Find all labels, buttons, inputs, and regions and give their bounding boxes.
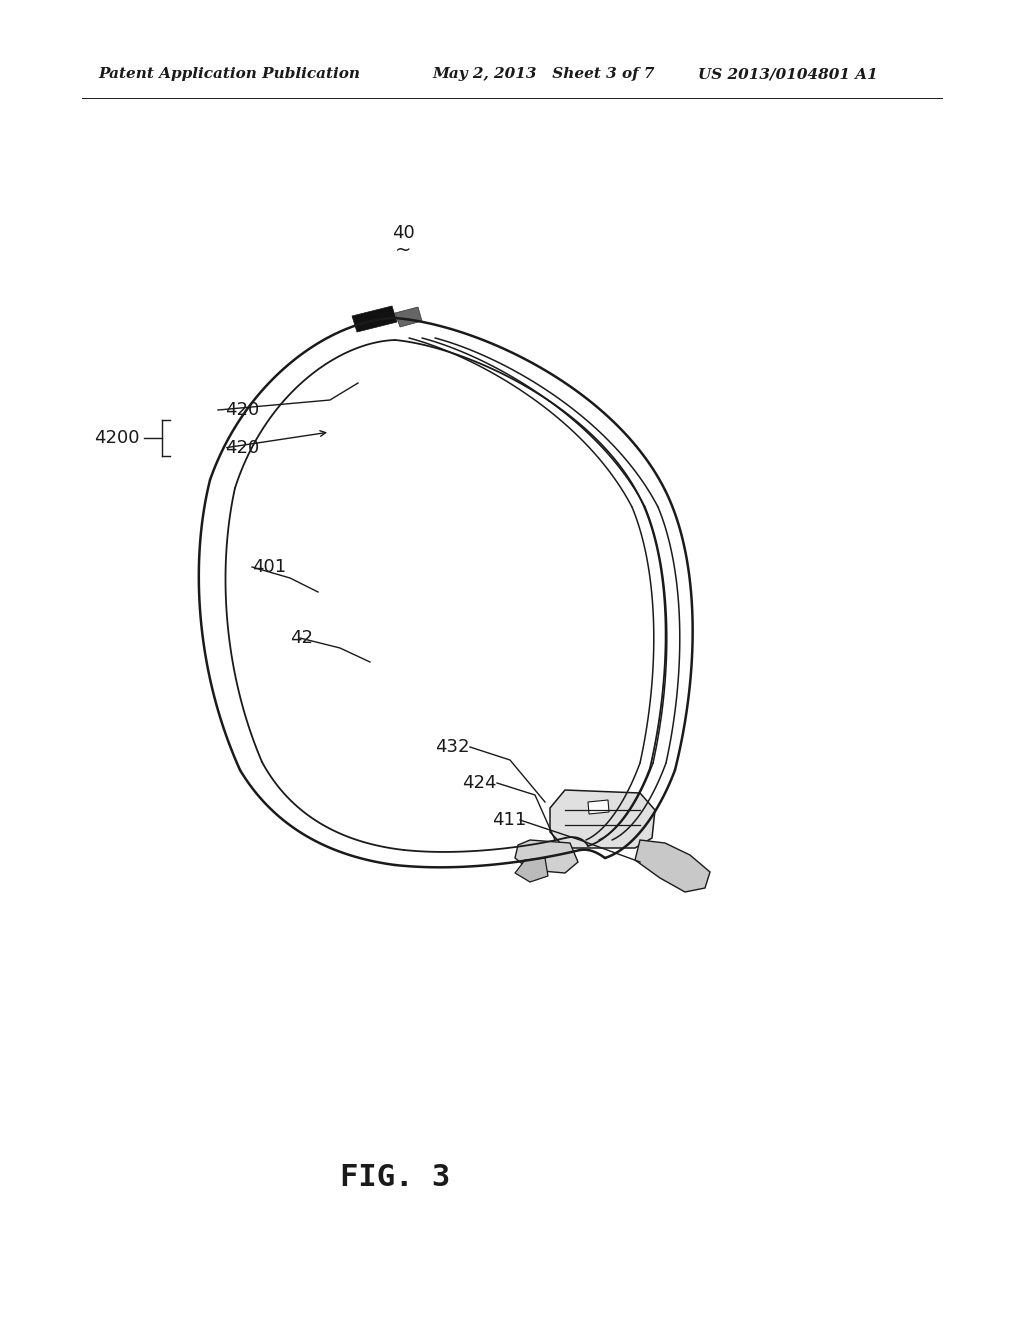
Text: 420: 420 bbox=[225, 401, 259, 418]
Text: 40: 40 bbox=[391, 224, 415, 242]
Text: 432: 432 bbox=[435, 738, 469, 756]
Polygon shape bbox=[515, 840, 578, 873]
Polygon shape bbox=[635, 840, 710, 892]
Polygon shape bbox=[515, 858, 548, 882]
Polygon shape bbox=[588, 800, 609, 814]
Polygon shape bbox=[550, 789, 655, 847]
Text: US 2013/0104801 A1: US 2013/0104801 A1 bbox=[698, 67, 878, 81]
Polygon shape bbox=[395, 308, 422, 327]
Text: 411: 411 bbox=[492, 810, 526, 829]
Text: Patent Application Publication: Patent Application Publication bbox=[98, 67, 360, 81]
Text: 42: 42 bbox=[290, 630, 313, 647]
Text: 401: 401 bbox=[252, 558, 286, 576]
Text: May 2, 2013   Sheet 3 of 7: May 2, 2013 Sheet 3 of 7 bbox=[432, 67, 654, 81]
Text: 420: 420 bbox=[225, 440, 259, 457]
Text: 4200: 4200 bbox=[94, 429, 140, 447]
Polygon shape bbox=[352, 306, 397, 333]
Text: FIG. 3: FIG. 3 bbox=[340, 1163, 451, 1192]
Text: ~: ~ bbox=[395, 240, 412, 260]
Text: 424: 424 bbox=[462, 774, 497, 792]
